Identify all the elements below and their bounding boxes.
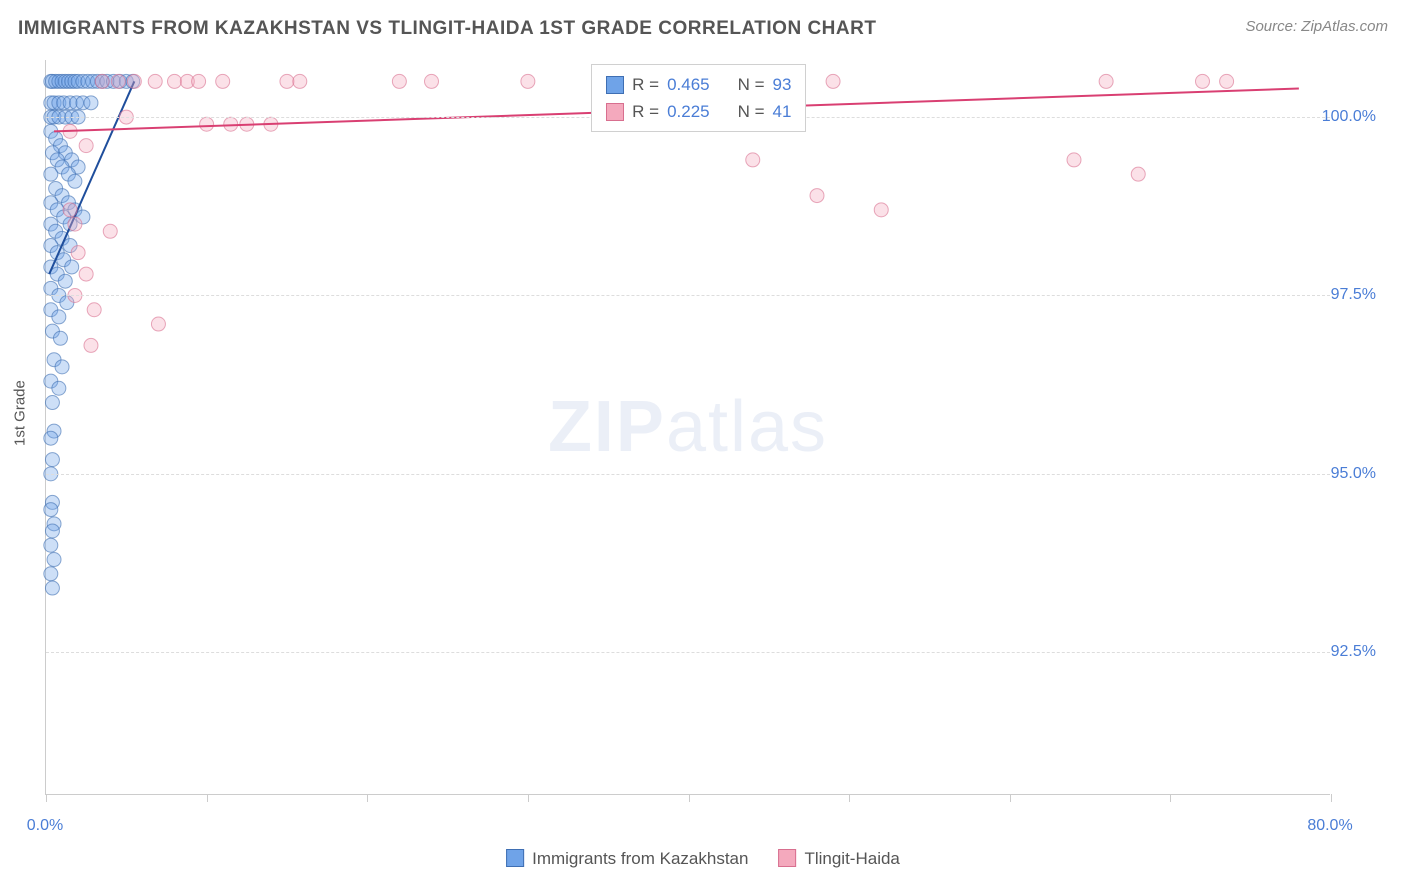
x-tick-mark bbox=[1170, 794, 1171, 802]
correlation-legend: R = 0.465 N = 93 R = 0.225 N = 41 bbox=[591, 64, 806, 132]
legend-entry-kazakhstan: Immigrants from Kazakhstan bbox=[506, 845, 748, 872]
n-value: 93 bbox=[773, 71, 792, 98]
scatter-svg bbox=[46, 60, 1331, 795]
gridline bbox=[46, 295, 1330, 296]
legend-swatch-icon bbox=[506, 849, 524, 867]
x-tick-mark bbox=[689, 794, 690, 802]
legend-entry-tlingit: Tlingit-Haida bbox=[778, 845, 899, 872]
x-tick-mark bbox=[46, 794, 47, 802]
legend-swatch-icon bbox=[778, 849, 796, 867]
x-tick-mark bbox=[207, 794, 208, 802]
legend-label: Tlingit-Haida bbox=[804, 845, 899, 872]
r-value: 0.225 bbox=[667, 98, 710, 125]
chart-title: IMMIGRANTS FROM KAZAKHSTAN VS TLINGIT-HA… bbox=[18, 18, 876, 40]
legend-swatch-icon bbox=[606, 76, 624, 94]
x-tick-label: 0.0% bbox=[27, 817, 63, 835]
y-tick-label: 100.0% bbox=[1322, 108, 1376, 126]
y-tick-label: 97.5% bbox=[1331, 286, 1376, 304]
x-tick-mark bbox=[849, 794, 850, 802]
legend-swatch-icon bbox=[606, 103, 624, 121]
gridline bbox=[46, 474, 1330, 475]
x-tick-label: 80.0% bbox=[1307, 817, 1352, 835]
legend-stat-row: R = 0.465 N = 93 bbox=[606, 71, 791, 98]
n-value: 41 bbox=[773, 98, 792, 125]
x-tick-mark bbox=[1010, 794, 1011, 802]
x-tick-mark bbox=[1331, 794, 1332, 802]
gridline bbox=[46, 652, 1330, 653]
legend-stat-row: R = 0.225 N = 41 bbox=[606, 98, 791, 125]
chart-container: IMMIGRANTS FROM KAZAKHSTAN VS TLINGIT-HA… bbox=[0, 0, 1406, 892]
x-tick-mark bbox=[367, 794, 368, 802]
legend-label: Immigrants from Kazakhstan bbox=[532, 845, 748, 872]
y-tick-label: 95.0% bbox=[1331, 465, 1376, 483]
y-tick-label: 92.5% bbox=[1331, 643, 1376, 661]
n-label: N = bbox=[738, 98, 765, 125]
source-attribution: Source: ZipAtlas.com bbox=[1245, 18, 1388, 35]
n-label: N = bbox=[738, 71, 765, 98]
x-tick-mark bbox=[528, 794, 529, 802]
r-label: R = bbox=[632, 71, 659, 98]
plot-area: ZIPatlas bbox=[45, 60, 1330, 795]
r-label: R = bbox=[632, 98, 659, 125]
bottom-legend: Immigrants from Kazakhstan Tlingit-Haida bbox=[506, 845, 900, 872]
r-value: 0.465 bbox=[667, 71, 710, 98]
y-axis-label: 1st Grade bbox=[12, 380, 29, 446]
